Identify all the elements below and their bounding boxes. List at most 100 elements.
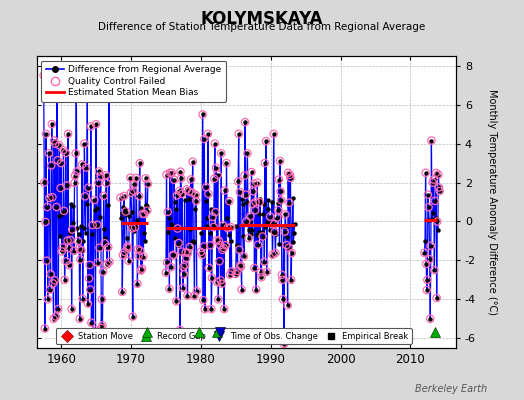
Point xyxy=(185,244,194,250)
Point xyxy=(59,244,67,251)
Point xyxy=(72,88,81,94)
Point xyxy=(268,252,277,258)
Point xyxy=(79,296,87,302)
Point xyxy=(263,269,271,275)
Point xyxy=(424,204,433,210)
Point xyxy=(431,198,439,204)
Point xyxy=(427,137,435,144)
Point xyxy=(262,138,270,144)
Point xyxy=(84,184,93,191)
Point xyxy=(258,233,267,240)
Point xyxy=(188,189,196,196)
Point xyxy=(221,187,229,194)
Point xyxy=(54,306,62,312)
Point xyxy=(424,192,432,198)
Point xyxy=(45,150,53,156)
Point xyxy=(128,313,137,320)
Point xyxy=(62,150,70,156)
Point xyxy=(235,131,243,137)
Point xyxy=(256,199,264,206)
Point xyxy=(184,250,192,256)
Point xyxy=(250,265,259,271)
Point xyxy=(205,265,213,271)
Point xyxy=(131,224,139,230)
Point xyxy=(129,188,137,194)
Point xyxy=(134,252,143,259)
Point xyxy=(288,250,296,256)
Point xyxy=(97,325,105,331)
Point xyxy=(212,237,221,244)
Point xyxy=(276,158,284,164)
Point xyxy=(94,180,103,186)
Point xyxy=(222,160,231,166)
Point xyxy=(68,226,77,233)
Point xyxy=(237,286,246,293)
Point xyxy=(257,269,265,276)
Point xyxy=(90,197,99,203)
Point xyxy=(220,245,228,251)
Point xyxy=(126,174,135,181)
Point xyxy=(65,262,73,268)
Point xyxy=(133,280,141,287)
Point xyxy=(57,160,66,166)
Point xyxy=(254,242,262,248)
Point xyxy=(427,242,435,249)
Point xyxy=(128,225,136,232)
Point xyxy=(125,258,133,264)
Point xyxy=(144,180,152,187)
Point xyxy=(210,176,219,182)
Point xyxy=(122,208,130,215)
Point xyxy=(420,250,429,256)
Point xyxy=(104,244,113,250)
Point xyxy=(435,188,444,194)
Point xyxy=(103,261,111,268)
Point xyxy=(214,172,222,178)
Point xyxy=(251,207,259,214)
Point xyxy=(93,222,102,228)
Point xyxy=(236,189,244,195)
Point xyxy=(233,268,242,274)
Point xyxy=(40,179,48,186)
Point xyxy=(76,256,84,263)
Point xyxy=(87,320,95,326)
Point xyxy=(52,313,60,320)
Point xyxy=(278,277,287,283)
Point xyxy=(53,88,61,95)
Point xyxy=(168,170,176,176)
Point xyxy=(52,204,61,210)
Point xyxy=(199,297,208,303)
Point xyxy=(47,271,55,277)
Point xyxy=(140,211,149,217)
Point xyxy=(277,188,285,195)
Point xyxy=(227,268,236,275)
Point xyxy=(135,193,144,199)
Point xyxy=(86,123,95,130)
Point xyxy=(279,296,287,302)
Point xyxy=(66,237,74,243)
Point xyxy=(41,325,49,332)
Point xyxy=(75,316,84,322)
Point xyxy=(89,222,97,228)
Point xyxy=(127,190,135,196)
Point xyxy=(85,275,93,282)
Point xyxy=(193,288,201,294)
Point xyxy=(422,287,431,293)
Point xyxy=(223,225,232,231)
Point xyxy=(286,175,294,181)
Point xyxy=(71,172,79,179)
Point xyxy=(434,171,443,178)
Point xyxy=(95,244,104,251)
Point xyxy=(202,184,210,190)
Point xyxy=(183,186,191,192)
Point xyxy=(81,193,89,200)
Point xyxy=(48,194,57,200)
Point xyxy=(435,184,443,191)
Point xyxy=(75,246,83,252)
Point xyxy=(162,269,170,276)
Point xyxy=(48,121,56,127)
Point xyxy=(176,168,184,175)
Point xyxy=(220,306,228,312)
Point xyxy=(89,334,97,341)
Point xyxy=(209,214,217,220)
Point xyxy=(247,169,256,175)
